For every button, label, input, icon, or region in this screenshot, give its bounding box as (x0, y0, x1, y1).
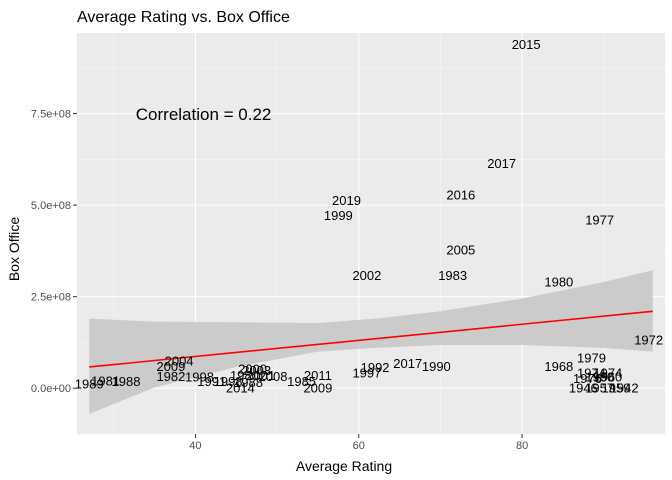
point-label: 1988 (112, 374, 141, 389)
x-axis-title: Average Rating (296, 458, 392, 474)
confidence-band (89, 270, 653, 414)
point-label: 1985 (287, 374, 316, 389)
y-tick-label: 5.0e+08 (31, 200, 71, 212)
point-label: 2014 (226, 381, 255, 396)
point-label: 1999 (324, 208, 353, 223)
point-label: 1998 (214, 374, 243, 389)
point-label: 1946 (569, 381, 598, 396)
point-label: 1968 (544, 359, 573, 374)
point-label: 2017 (487, 156, 516, 171)
point-label: 2009 (156, 359, 185, 374)
point-label: 2016 (446, 188, 475, 203)
point-label: 1960 (585, 370, 614, 385)
chart-title: Average Rating vs. Box Office (77, 9, 290, 26)
correlation-annotation: Correlation = 0.22 (136, 105, 272, 124)
point-label: 2011 (304, 368, 332, 383)
point-label: 1981 (91, 373, 120, 388)
point-label: 1988 (234, 375, 263, 390)
point-label: 2017 (393, 356, 422, 371)
x-tick-label: 80 (516, 440, 528, 452)
point-label: 1942 (610, 381, 639, 396)
point-label: 2009 (303, 381, 332, 396)
point-label: 1992 (361, 360, 390, 375)
point-label: 1974 (593, 365, 622, 380)
y-tick-label: 7.5e+08 (31, 109, 71, 121)
point-label: 1979 (577, 351, 606, 366)
point-label: 1980 (544, 275, 573, 290)
point-label: 1983 (438, 268, 467, 283)
y-tick-label: 0.0e+00 (31, 383, 71, 395)
point-label: 2004 (165, 353, 194, 368)
point-label: 1991 (197, 374, 226, 389)
point-label: 1998 (185, 370, 214, 385)
point-label: 1974 (577, 365, 606, 380)
point-label: 1997 (352, 365, 381, 380)
point-label: 1977 (585, 212, 614, 227)
point-label: 2005 (446, 243, 475, 258)
x-tick-label: 40 (189, 440, 201, 452)
point-label: 1982 (156, 369, 185, 384)
y-axis-title: Box Office (6, 217, 22, 282)
point-label: 1976 (573, 371, 602, 386)
y-axis: 0.0e+00 2.5e+08 5.0e+08 7.5e+08 (31, 109, 77, 395)
point-label: 2000 (238, 362, 267, 377)
point-label: 2001 (246, 368, 275, 383)
point-label: 1989 (75, 376, 104, 391)
regression-line (89, 310, 653, 368)
x-axis: 40 60 80 (189, 434, 528, 452)
point-label: 1980 (230, 368, 259, 383)
point-label: 2008 (259, 369, 288, 384)
point-label: 1972 (634, 332, 663, 347)
point-label: 2015 (512, 37, 541, 52)
point-label: 1960 (593, 370, 622, 385)
point-label: 1959 (602, 381, 631, 396)
point-label: 2003 (242, 363, 271, 378)
point-label: 2019 (332, 193, 361, 208)
point-label: 2002 (352, 268, 381, 283)
y-tick-label: 2.5e+08 (31, 292, 71, 304)
point-label: 1990 (422, 359, 451, 374)
point-label: 1957 (585, 381, 614, 396)
x-tick-label: 60 (353, 440, 365, 452)
